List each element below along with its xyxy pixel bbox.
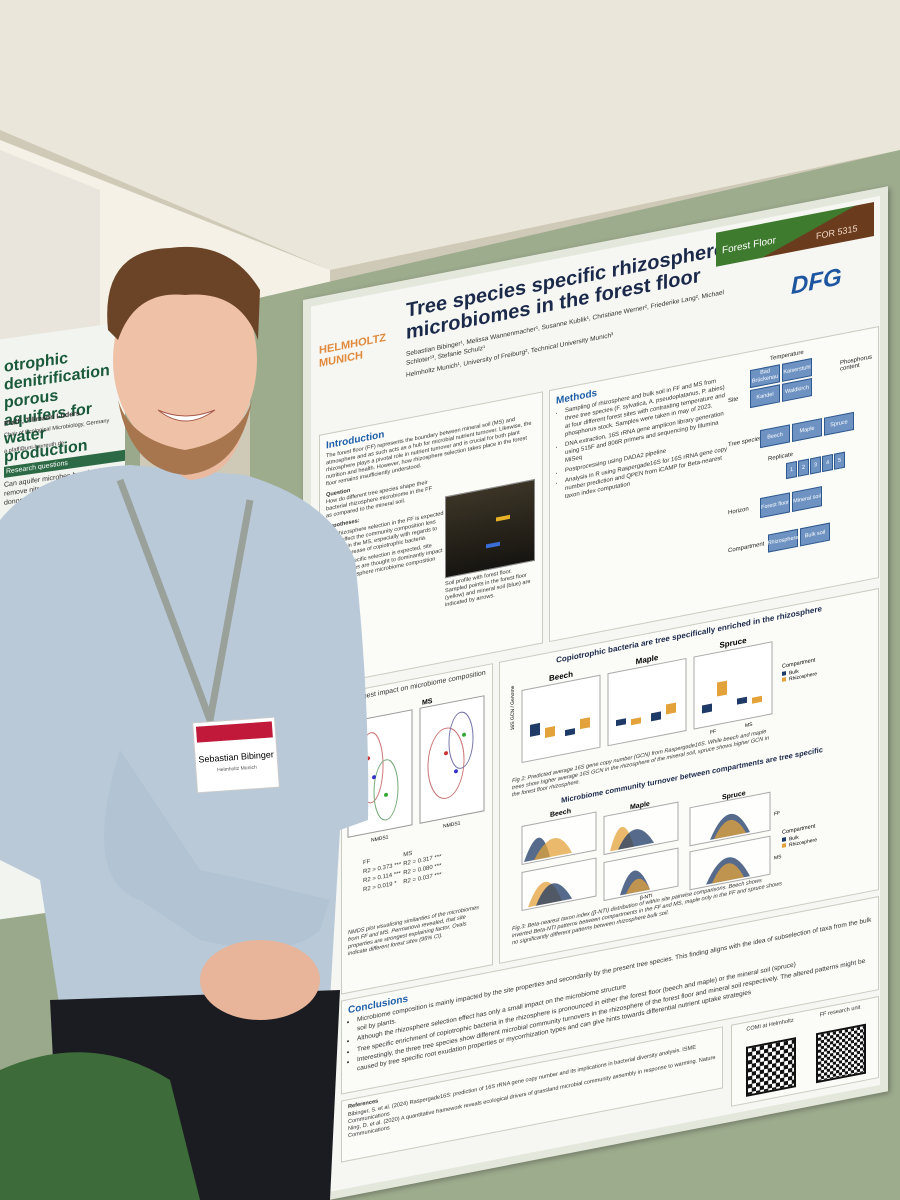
row-label: MS bbox=[774, 854, 782, 862]
fig3: Beech Maple Spruce bbox=[521, 790, 817, 912]
row-label: FF bbox=[774, 810, 780, 817]
ci-oval bbox=[373, 759, 399, 821]
density-panels bbox=[521, 791, 771, 912]
box bbox=[616, 718, 626, 727]
legend-entry: Bulk bbox=[789, 669, 799, 677]
density bbox=[534, 838, 572, 861]
legend-entry: Bulk bbox=[789, 835, 799, 843]
box bbox=[631, 717, 641, 726]
arms bbox=[104, 750, 330, 948]
legend-swatch bbox=[782, 843, 786, 848]
x-label: FF bbox=[710, 729, 716, 736]
ci-oval bbox=[448, 711, 474, 769]
density bbox=[712, 863, 744, 884]
density bbox=[714, 819, 746, 840]
fig2: 16S GCN / Genome bbox=[510, 636, 817, 764]
box bbox=[717, 680, 727, 697]
box bbox=[530, 722, 540, 737]
fig2-panel bbox=[693, 641, 773, 730]
density bbox=[618, 829, 654, 850]
face bbox=[113, 265, 257, 455]
hair bbox=[107, 246, 260, 340]
panel-title: Spruce bbox=[722, 790, 746, 802]
box bbox=[666, 702, 676, 715]
badge-affiliation: Helmholtz Munich bbox=[217, 765, 257, 774]
legend-swatch bbox=[782, 677, 786, 682]
panel-frame bbox=[607, 657, 687, 747]
box bbox=[651, 711, 661, 722]
point bbox=[444, 751, 448, 756]
box bbox=[702, 703, 712, 714]
density bbox=[626, 878, 650, 895]
panel-label: MS bbox=[422, 698, 433, 707]
x-label: MS bbox=[745, 722, 753, 730]
box bbox=[545, 726, 555, 738]
name-badge: Sebastian Bibinger Helmholtz Munich bbox=[192, 716, 280, 794]
box bbox=[752, 695, 762, 704]
results-box: Copiotrophic bacteria are tree specifica… bbox=[499, 588, 879, 964]
panel-title: Maple bbox=[630, 801, 650, 812]
x-label: β-NTI bbox=[640, 893, 653, 901]
box bbox=[580, 717, 590, 730]
backpack bbox=[0, 1052, 200, 1200]
beard bbox=[118, 400, 252, 475]
box bbox=[565, 728, 575, 737]
point bbox=[372, 775, 376, 780]
badge-header bbox=[195, 721, 273, 743]
y-label: 16S GCN / Genome bbox=[510, 685, 516, 731]
fig2-panel bbox=[521, 674, 601, 764]
curtain bbox=[0, 150, 100, 350]
point bbox=[462, 732, 466, 737]
density bbox=[536, 883, 572, 906]
fig2-panel bbox=[607, 657, 687, 747]
hands bbox=[200, 940, 320, 1020]
panel-title: Beech bbox=[550, 808, 571, 819]
ci-oval bbox=[427, 727, 465, 799]
axis-label: NMDS1 bbox=[443, 820, 461, 829]
panel-frame bbox=[693, 641, 773, 730]
panel-frame bbox=[521, 674, 601, 764]
point bbox=[384, 792, 388, 797]
legend-swatch bbox=[782, 837, 786, 842]
point bbox=[454, 769, 458, 774]
lanyard bbox=[116, 478, 254, 734]
axis-label: NMDS1 bbox=[371, 834, 389, 843]
legend-swatch bbox=[782, 671, 786, 676]
smile bbox=[157, 409, 216, 422]
legend-entry: Rhizosphere bbox=[789, 671, 817, 682]
legend-entry: Rhizosphere bbox=[789, 837, 817, 848]
shirt bbox=[0, 465, 369, 1010]
ceiling bbox=[0, 0, 900, 270]
box bbox=[737, 696, 747, 705]
